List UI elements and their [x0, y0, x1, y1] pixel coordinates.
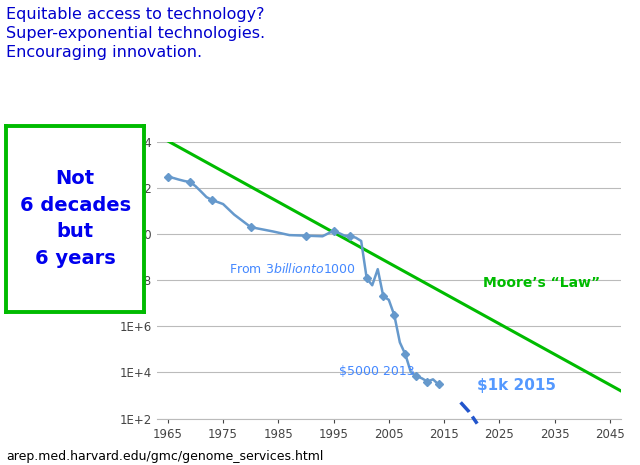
Text: arep.med.harvard.edu/gmc/genome_services.html: arep.med.harvard.edu/gmc/genome_services…	[6, 450, 324, 463]
Text: Not
6 decades
but
6 years: Not 6 decades but 6 years	[20, 169, 131, 268]
Text: Equitable access to technology?
Super-exponential technologies.
Encouraging inno: Equitable access to technology? Super-ex…	[6, 7, 266, 60]
Text: Moore’s “Law”: Moore’s “Law”	[483, 276, 600, 290]
Text: From $3 billion to $1000: From $3 billion to $1000	[228, 262, 356, 276]
Text: $1k 2015: $1k 2015	[477, 378, 556, 392]
Text: $5000 2013: $5000 2013	[339, 365, 415, 378]
